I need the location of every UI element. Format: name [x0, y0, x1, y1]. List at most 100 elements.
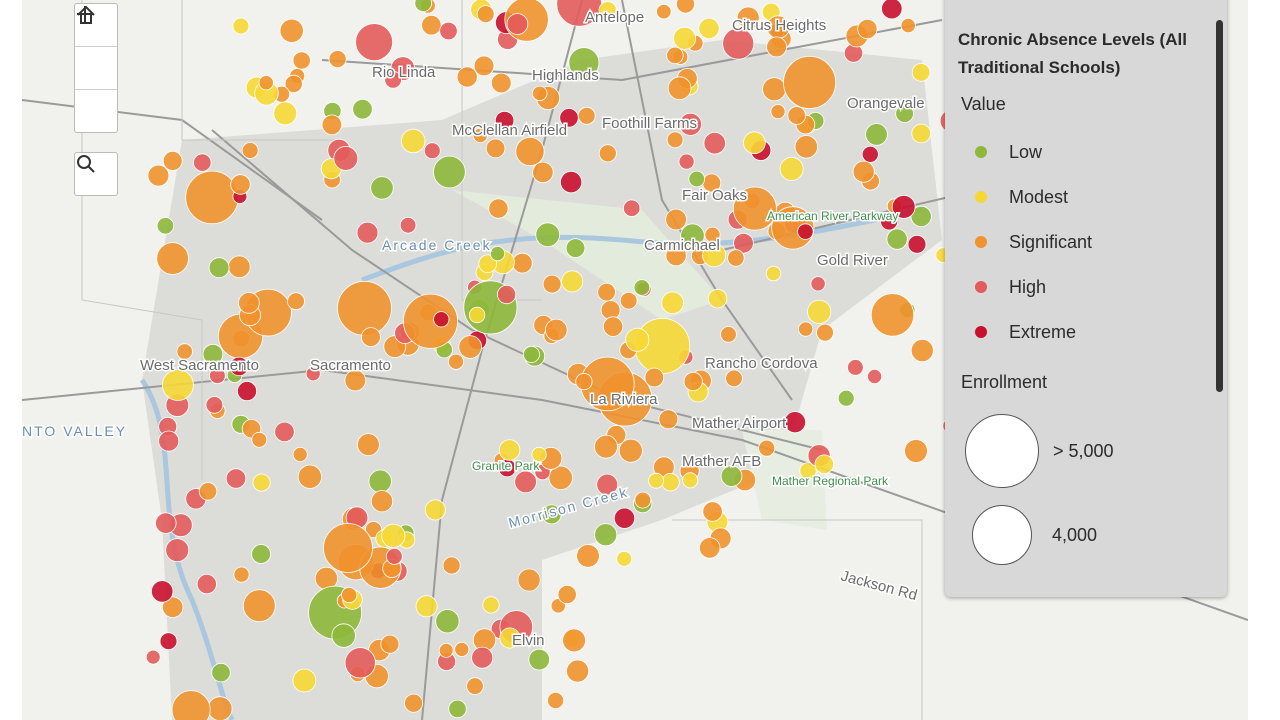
school-marker[interactable] — [370, 490, 394, 513]
school-marker[interactable] — [287, 292, 305, 311]
school-marker[interactable] — [648, 472, 664, 489]
school-marker[interactable] — [758, 439, 776, 457]
school-marker[interactable] — [577, 106, 596, 125]
school-marker[interactable] — [439, 21, 458, 41]
school-marker[interactable] — [895, 104, 914, 123]
school-marker[interactable] — [207, 696, 233, 720]
school-marker[interactable] — [401, 128, 426, 154]
school-marker[interactable] — [634, 491, 652, 509]
school-marker[interactable] — [733, 232, 754, 254]
school-marker[interactable] — [557, 584, 577, 605]
school-marker[interactable] — [512, 252, 533, 274]
school-marker[interactable] — [794, 135, 819, 159]
school-marker[interactable] — [625, 327, 650, 352]
school-marker[interactable] — [473, 55, 495, 77]
school-marker[interactable] — [810, 276, 826, 292]
school-marker[interactable] — [891, 194, 916, 219]
school-marker[interactable] — [852, 160, 875, 183]
school-marker[interactable] — [385, 548, 403, 565]
school-marker[interactable] — [242, 589, 276, 623]
school-marker[interactable] — [435, 609, 460, 634]
school-marker[interactable] — [468, 306, 486, 324]
school-marker[interactable] — [766, 36, 787, 58]
school-marker[interactable] — [633, 279, 651, 296]
school-marker[interactable] — [837, 389, 855, 407]
school-marker[interactable] — [331, 623, 356, 648]
school-marker[interactable] — [613, 507, 636, 529]
school-marker[interactable] — [547, 692, 565, 710]
school-marker[interactable] — [725, 369, 743, 388]
school-marker[interactable] — [727, 249, 745, 267]
school-marker[interactable] — [489, 246, 506, 262]
school-marker[interactable] — [448, 699, 467, 719]
school-marker[interactable] — [623, 199, 641, 217]
school-marker[interactable] — [666, 46, 684, 65]
school-marker[interactable] — [619, 291, 638, 310]
school-marker[interactable] — [661, 291, 684, 315]
school-marker[interactable] — [161, 369, 194, 401]
school-marker[interactable] — [542, 274, 562, 294]
school-marker[interactable] — [861, 145, 879, 163]
school-marker[interactable] — [548, 465, 573, 491]
school-marker[interactable] — [732, 186, 777, 231]
school-marker[interactable] — [328, 50, 347, 69]
school-marker[interactable] — [356, 221, 379, 244]
school-marker[interactable] — [807, 299, 832, 324]
school-marker[interactable] — [241, 142, 259, 159]
school-marker[interactable] — [404, 693, 424, 713]
school-marker[interactable] — [482, 596, 500, 614]
search-button[interactable] — [74, 152, 118, 196]
school-marker[interactable] — [667, 76, 692, 100]
school-marker[interactable] — [344, 647, 376, 679]
school-marker[interactable] — [814, 454, 835, 474]
school-marker[interactable] — [559, 171, 583, 194]
school-marker[interactable] — [598, 1, 618, 20]
school-marker[interactable] — [225, 468, 247, 489]
school-marker[interactable] — [454, 641, 470, 657]
school-marker[interactable] — [699, 537, 721, 559]
school-marker[interactable] — [185, 170, 239, 225]
school-marker[interactable] — [720, 326, 737, 343]
school-marker[interactable] — [688, 170, 705, 188]
school-marker[interactable] — [279, 18, 304, 43]
school-marker[interactable] — [471, 646, 494, 669]
school-marker[interactable] — [683, 371, 703, 392]
school-marker[interactable] — [171, 690, 211, 720]
school-marker[interactable] — [506, 13, 529, 35]
school-marker[interactable] — [644, 367, 665, 388]
school-marker[interactable] — [596, 473, 619, 496]
school-marker[interactable] — [292, 446, 308, 462]
school-marker[interactable] — [165, 538, 190, 562]
school-marker[interactable] — [196, 573, 217, 595]
school-marker[interactable] — [886, 228, 908, 250]
school-marker[interactable] — [799, 462, 817, 480]
school-marker[interactable] — [414, 0, 432, 12]
school-marker[interactable] — [297, 464, 322, 489]
school-marker[interactable] — [532, 161, 554, 184]
school-marker[interactable] — [159, 632, 178, 651]
school-marker[interactable] — [561, 270, 584, 293]
school-marker[interactable] — [251, 431, 268, 448]
school-marker[interactable] — [907, 234, 927, 254]
school-marker[interactable] — [541, 504, 562, 525]
school-marker[interactable] — [323, 523, 373, 573]
school-marker[interactable] — [522, 345, 540, 363]
school-marker[interactable] — [424, 499, 446, 521]
school-marker[interactable] — [665, 245, 687, 267]
school-marker[interactable] — [594, 523, 618, 547]
school-marker[interactable] — [198, 482, 218, 501]
school-marker[interactable] — [476, 5, 495, 24]
school-marker[interactable] — [770, 104, 786, 120]
school-marker[interactable] — [494, 110, 515, 131]
school-marker[interactable] — [656, 3, 672, 20]
school-marker[interactable] — [673, 26, 697, 50]
school-marker[interactable] — [765, 265, 782, 282]
school-marker[interactable] — [707, 288, 728, 309]
school-marker[interactable] — [381, 523, 406, 548]
school-marker[interactable] — [787, 106, 806, 125]
school-marker[interactable] — [594, 434, 618, 459]
school-marker[interactable] — [355, 23, 394, 61]
school-marker[interactable] — [370, 176, 394, 200]
school-marker[interactable] — [305, 366, 321, 382]
school-marker[interactable] — [447, 353, 464, 370]
